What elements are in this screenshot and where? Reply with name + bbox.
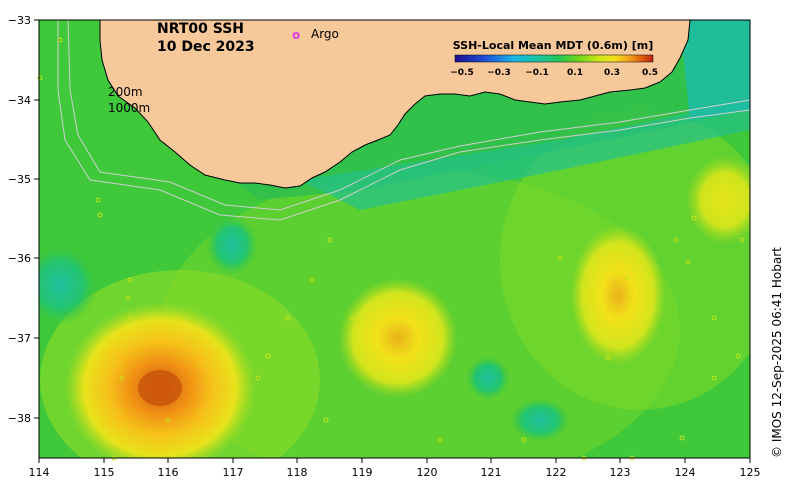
argo-marker-icon: o [292,28,300,42]
colorbar-tick-1: −0.3 [487,68,510,78]
x-tick-labels: 114 115 116 117 118 119 120 121 122 123 … [29,466,761,479]
y-tick-37: −37 [8,332,31,345]
imos-credit: © IMOS 12-Sep-2025 06:41 Hobart [770,247,784,458]
y-tick-38: −38 [8,412,31,425]
product-title: NRT00 SSH [157,21,244,37]
x-tick-122: 122 [546,466,567,479]
y-tick-36: −36 [8,252,31,265]
x-tick-124: 124 [675,466,696,479]
x-tick-119: 119 [352,466,373,479]
x-tick-115: 115 [94,466,115,479]
y-tick-35: −35 [8,173,31,186]
colorbar-tick-0: −0.5 [450,68,473,78]
x-tick-118: 118 [287,466,308,479]
colorbar-tick-4: 0.3 [604,68,620,78]
isobath-200m-label: 200m [108,85,143,99]
date-title: 10 Dec 2023 [157,39,255,55]
argo-floats [37,37,745,461]
y-tick-34: −34 [8,94,31,107]
argo-label: Argo [311,27,339,41]
y-tick-33: −33 [8,14,31,27]
x-tick-117: 117 [223,466,244,479]
x-tick-116: 116 [158,466,179,479]
isobath-1000m-label: 1000m [108,101,150,115]
x-tick-125: 125 [740,466,761,479]
x-tick-123: 123 [610,466,631,479]
y-tick-labels: −33 −34 −35 −36 −37 −38 [8,14,31,425]
colorbar-tick-5: 0.5 [642,68,658,78]
x-tick-114: 114 [29,466,50,479]
x-tick-120: 120 [417,466,438,479]
colorbar-gradient [454,54,654,63]
y-axis [34,19,39,419]
colorbar-title: SSH-Local Mean MDT (0.6m) [m] [453,39,653,52]
colorbar-tick-2: −0.1 [525,68,548,78]
plot-frame [38,19,751,459]
isobath-lines [57,20,750,221]
colorbar: SSH-Local Mean MDT (0.6m) [m] −0.5 −0.3 … [450,39,658,78]
x-tick-121: 121 [481,466,502,479]
colorbar-tick-3: 0.1 [567,68,583,78]
x-axis [38,458,751,463]
